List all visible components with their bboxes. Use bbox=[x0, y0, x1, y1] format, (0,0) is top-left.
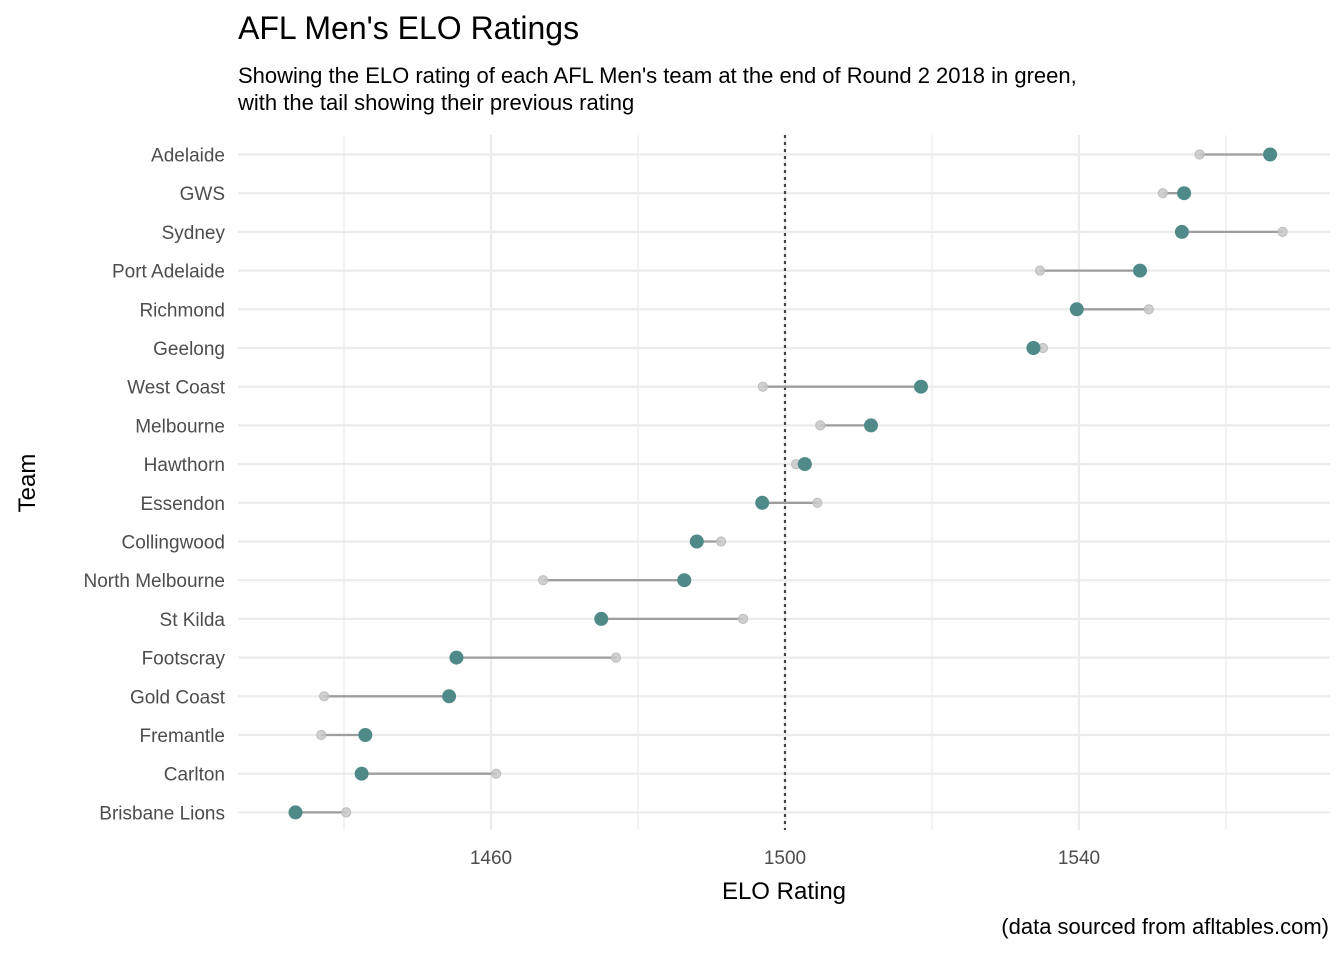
previous-rating-point bbox=[815, 420, 826, 431]
previous-rating-point bbox=[715, 536, 727, 547]
team-label: Melbourne bbox=[135, 416, 225, 437]
current-rating-point bbox=[288, 805, 303, 820]
team-label: West Coast bbox=[127, 378, 226, 399]
current-rating-point bbox=[863, 418, 878, 433]
x-tick-label: 1540 bbox=[1058, 848, 1100, 869]
team-label: Gold Coast bbox=[130, 687, 226, 708]
team-label: Brisbane Lions bbox=[99, 803, 225, 824]
current-rating-point bbox=[755, 495, 770, 510]
previous-rating-point bbox=[1157, 188, 1168, 199]
team-label: Richmond bbox=[139, 300, 225, 321]
team-label: North Melbourne bbox=[83, 571, 225, 592]
team-label: Sydney bbox=[162, 223, 226, 244]
current-rating-point bbox=[358, 728, 373, 742]
previous-rating-point bbox=[341, 807, 352, 818]
x-tick-label: 1500 bbox=[764, 848, 806, 869]
previous-rating-point bbox=[1277, 226, 1288, 237]
team-label: Essendon bbox=[140, 494, 225, 515]
current-points bbox=[288, 147, 1278, 820]
previous-rating-point bbox=[1034, 265, 1046, 276]
previous-rating-point bbox=[610, 652, 622, 663]
team-label: GWS bbox=[180, 184, 225, 205]
current-rating-point bbox=[913, 379, 928, 394]
previous-rating-point bbox=[1194, 149, 1205, 160]
x-tick-label: 1460 bbox=[470, 848, 512, 869]
y-axis-title: Team bbox=[14, 454, 41, 513]
team-label: Hawthorn bbox=[144, 455, 225, 476]
team-labels: Adelaide GWS Sydney Port Adelaide Richmond Ge… bbox=[83, 146, 225, 825]
previous-rating-point bbox=[491, 768, 502, 779]
previous-points bbox=[316, 149, 1288, 818]
current-rating-point bbox=[442, 689, 457, 704]
current-rating-point bbox=[354, 766, 369, 781]
team-label: Port Adelaide bbox=[112, 262, 225, 283]
current-rating-point bbox=[449, 650, 464, 665]
current-rating-point bbox=[689, 534, 704, 549]
previous-rating-point bbox=[738, 613, 749, 625]
chart-title: AFL Men's ELO Ratings bbox=[238, 10, 580, 46]
current-rating-point bbox=[677, 573, 692, 588]
current-rating-point bbox=[1133, 263, 1148, 278]
current-rating-point bbox=[1174, 224, 1189, 239]
previous-rating-point bbox=[316, 729, 327, 741]
data-source-caption: (data sourced from afltables.com) bbox=[1001, 914, 1329, 939]
team-label: Carlton bbox=[164, 765, 225, 786]
previous-rating-point bbox=[757, 381, 769, 392]
team-label: Fremantle bbox=[139, 726, 225, 747]
previous-rating-point bbox=[812, 497, 823, 508]
current-rating-point bbox=[1263, 147, 1278, 162]
x-tick-labels: 1460 1500 1540 bbox=[470, 848, 1100, 869]
previous-rating-point bbox=[538, 575, 549, 586]
current-rating-point bbox=[1177, 186, 1192, 201]
current-rating-point bbox=[1069, 302, 1084, 317]
team-label: St Kilda bbox=[160, 610, 226, 631]
team-label: Footscray bbox=[142, 649, 226, 670]
team-label: Geelong bbox=[153, 339, 225, 360]
segments bbox=[295, 153, 1283, 814]
team-label: Collingwood bbox=[121, 533, 225, 554]
x-axis-title: ELO Rating bbox=[722, 878, 846, 905]
previous-rating-point bbox=[1143, 304, 1154, 315]
current-rating-point bbox=[594, 611, 609, 626]
chart-subtitle: Showing the ELO rating of each AFL Men's… bbox=[238, 63, 1077, 115]
previous-rating-point bbox=[319, 691, 330, 702]
team-label: Adelaide bbox=[151, 146, 225, 167]
current-rating-point bbox=[1026, 341, 1041, 355]
current-rating-point bbox=[797, 457, 812, 472]
